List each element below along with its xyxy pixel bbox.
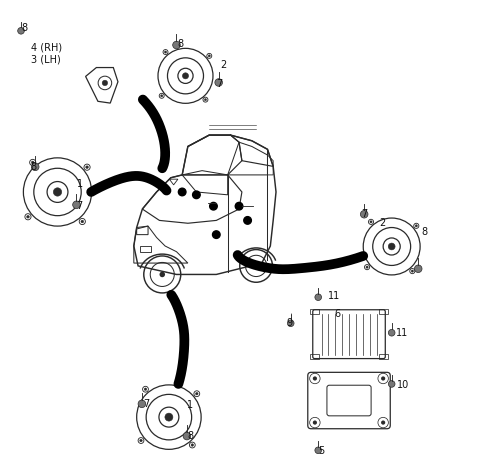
Circle shape <box>72 201 80 209</box>
Circle shape <box>244 217 252 224</box>
Circle shape <box>388 243 395 250</box>
Circle shape <box>31 161 34 164</box>
Circle shape <box>173 41 180 49</box>
Circle shape <box>144 388 147 391</box>
Text: 11: 11 <box>328 291 340 301</box>
Circle shape <box>315 447 322 454</box>
Circle shape <box>235 202 243 210</box>
Circle shape <box>411 270 413 272</box>
Text: 1: 1 <box>187 400 193 410</box>
Circle shape <box>138 400 145 408</box>
Text: 8: 8 <box>421 227 427 237</box>
Circle shape <box>195 392 198 395</box>
Text: 4 (RH): 4 (RH) <box>31 42 62 53</box>
Text: 8: 8 <box>21 23 27 34</box>
Circle shape <box>31 163 39 171</box>
Circle shape <box>26 215 29 218</box>
Circle shape <box>204 99 206 101</box>
Circle shape <box>102 80 108 86</box>
Circle shape <box>388 329 395 336</box>
Circle shape <box>182 73 189 79</box>
Text: 7: 7 <box>143 399 149 409</box>
Circle shape <box>192 191 200 199</box>
Circle shape <box>53 188 62 196</box>
Circle shape <box>381 420 385 425</box>
Circle shape <box>165 413 173 421</box>
Text: 8: 8 <box>187 431 193 441</box>
Circle shape <box>288 320 294 327</box>
Text: 9: 9 <box>287 318 293 328</box>
Circle shape <box>179 188 186 196</box>
Circle shape <box>81 220 84 223</box>
Bar <box>311 355 319 359</box>
Text: 7: 7 <box>76 201 83 211</box>
Text: 6: 6 <box>335 309 341 319</box>
Circle shape <box>165 51 167 53</box>
Bar <box>379 355 388 359</box>
Circle shape <box>313 376 317 381</box>
Circle shape <box>86 166 88 169</box>
Bar <box>311 310 319 314</box>
Circle shape <box>414 265 422 273</box>
Text: 1: 1 <box>76 179 83 189</box>
Circle shape <box>388 381 395 387</box>
Circle shape <box>253 264 259 268</box>
Circle shape <box>183 432 191 440</box>
Text: 10: 10 <box>397 380 409 390</box>
Text: 8: 8 <box>178 38 183 49</box>
Text: 5: 5 <box>318 446 324 456</box>
Circle shape <box>213 231 220 238</box>
Circle shape <box>215 79 222 86</box>
Circle shape <box>210 202 217 210</box>
Circle shape <box>159 272 165 277</box>
Circle shape <box>366 266 368 268</box>
Circle shape <box>415 225 418 227</box>
Text: 7: 7 <box>216 79 223 90</box>
Bar <box>379 310 388 314</box>
Text: 8: 8 <box>31 162 36 172</box>
Circle shape <box>381 376 385 381</box>
Circle shape <box>140 439 142 442</box>
Text: 7: 7 <box>361 209 367 219</box>
Circle shape <box>313 420 317 425</box>
Text: 2: 2 <box>220 60 227 71</box>
Circle shape <box>208 55 210 57</box>
Circle shape <box>191 444 193 447</box>
Circle shape <box>315 294 322 301</box>
Circle shape <box>18 27 24 34</box>
Circle shape <box>360 210 368 218</box>
Text: 11: 11 <box>396 328 408 338</box>
Circle shape <box>370 221 372 223</box>
Text: 2: 2 <box>379 218 385 228</box>
Text: 3 (LH): 3 (LH) <box>31 54 61 64</box>
Circle shape <box>161 95 163 97</box>
